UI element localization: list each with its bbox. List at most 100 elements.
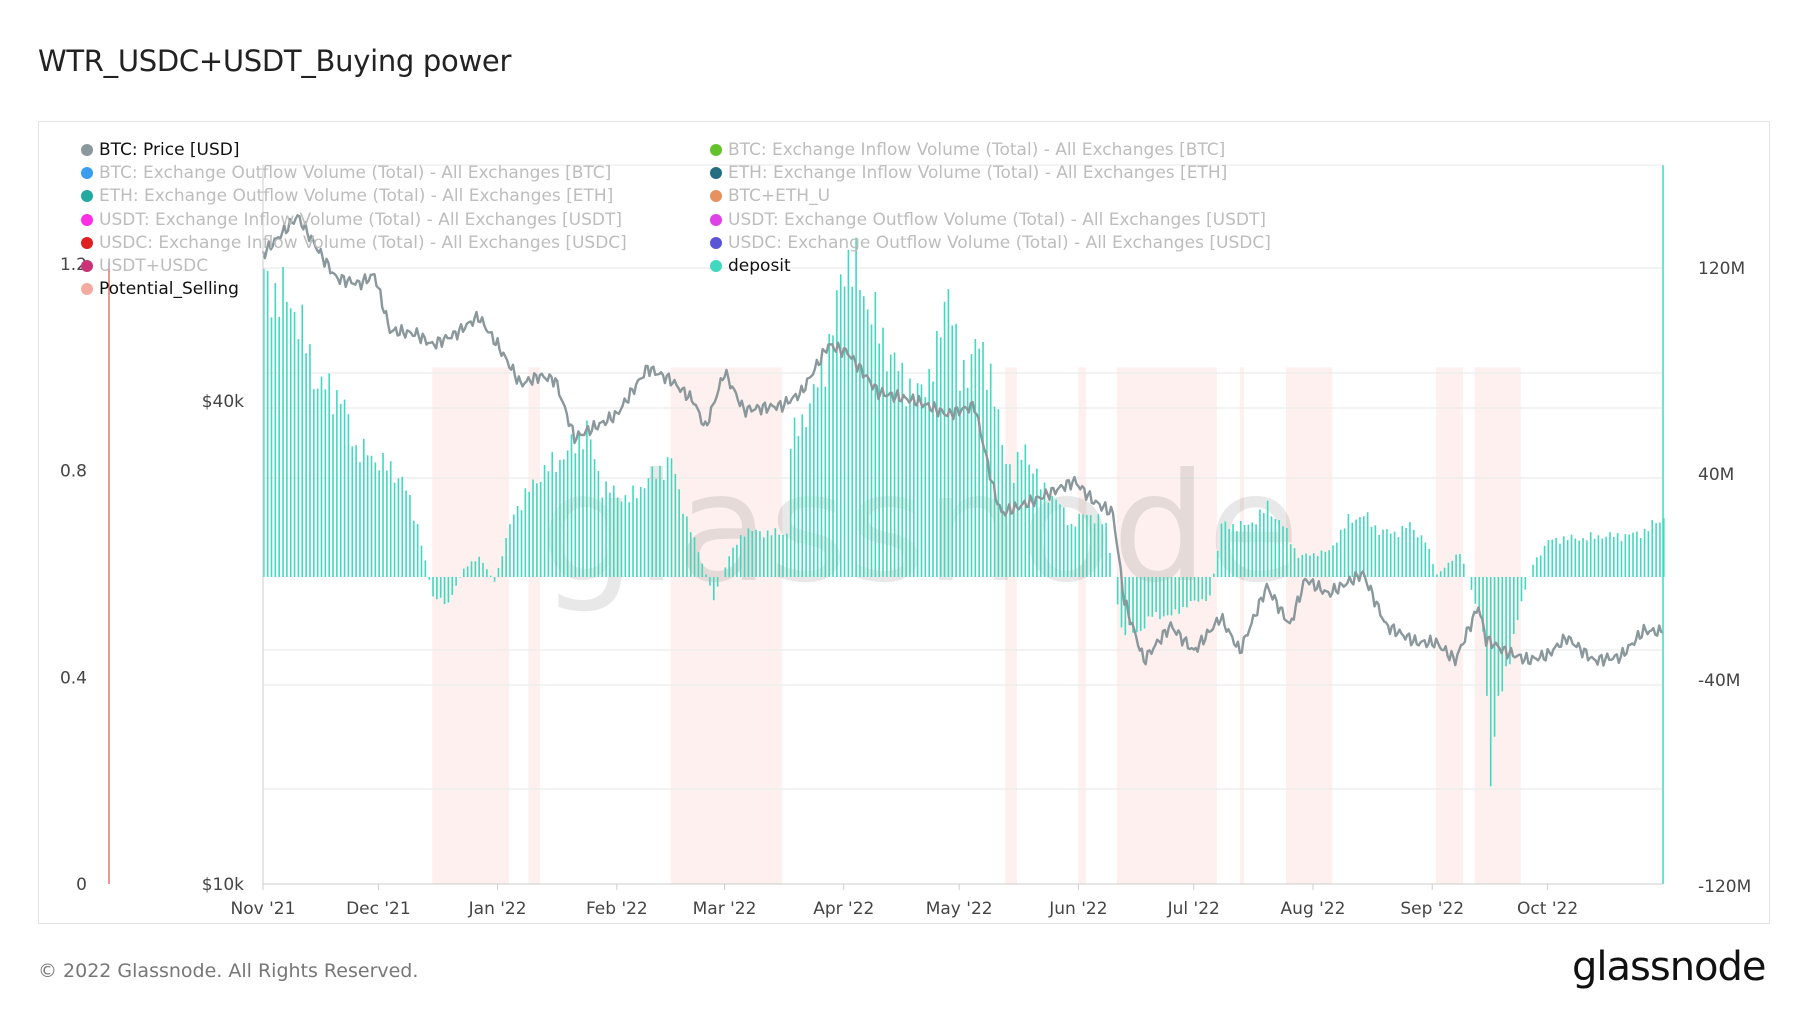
chart-title: WTR_USDC+USDT_Buying power xyxy=(38,44,512,78)
deposit-bar xyxy=(832,335,834,577)
deposit-bar xyxy=(889,354,892,577)
deposit-bar xyxy=(1301,554,1304,577)
deposit-bar xyxy=(793,417,796,577)
deposit-bar xyxy=(1366,512,1369,577)
deposit-bar xyxy=(1289,544,1292,577)
deposit-bar xyxy=(424,560,427,577)
deposit-bar xyxy=(1543,545,1546,577)
deposit-bar xyxy=(839,274,842,577)
deposit-bar xyxy=(1074,526,1077,577)
deposit-bar xyxy=(1124,577,1127,636)
deposit-bar xyxy=(1563,536,1565,577)
legend-label: BTC: Exchange Outflow Volume (Total) - A… xyxy=(99,163,612,184)
deposit-bar xyxy=(416,524,419,577)
deposit-bar xyxy=(313,389,315,577)
deposit-bar xyxy=(566,450,569,577)
deposit-bar xyxy=(389,461,392,577)
deposit-bar xyxy=(1270,516,1273,577)
deposit-bar xyxy=(1624,534,1627,577)
legend-item[interactable]: BTC+ETH_U xyxy=(710,186,830,206)
deposit-bar xyxy=(363,438,365,577)
deposit-bar xyxy=(1170,577,1173,616)
legend-item[interactable]: ETH: Exchange Inflow Volume (Total) - Al… xyxy=(710,163,1227,183)
legend-label: deposit xyxy=(728,256,791,276)
legend-item[interactable]: BTC: Exchange Outflow Volume (Total) - A… xyxy=(81,163,611,183)
deposit-bar xyxy=(1224,521,1227,577)
potential-selling-band xyxy=(1286,367,1333,884)
deposit-bar xyxy=(1136,577,1138,633)
deposit-bar xyxy=(963,359,965,577)
deposit-bar xyxy=(1109,552,1111,577)
deposit-bar xyxy=(1386,529,1388,577)
deposit-bar xyxy=(293,311,296,577)
deposit-bar xyxy=(1097,513,1100,577)
left-tick-label: 0 xyxy=(76,875,87,895)
deposit-bar xyxy=(1620,540,1623,577)
deposit-bar xyxy=(713,577,715,601)
deposit-bar xyxy=(966,387,969,577)
deposit-bar xyxy=(743,536,746,577)
x-tick-label: May '22 xyxy=(926,899,993,919)
deposit-bar xyxy=(355,445,357,577)
legend-item[interactable]: Potential_Selling xyxy=(81,279,239,299)
potential-selling-band xyxy=(1078,367,1087,884)
legend-item[interactable]: ETH: Exchange Outflow Volume (Total) - A… xyxy=(81,186,613,206)
deposit-bar xyxy=(1205,577,1207,602)
x-tick-label: Apr '22 xyxy=(813,899,874,919)
axes: Nov '21 Dec '21 Jan '22 Feb '22 Mar '22 Apr '… xyxy=(60,164,1751,919)
deposit-bar xyxy=(601,497,604,577)
deposit-bar xyxy=(855,237,857,577)
deposit-bar xyxy=(589,439,592,577)
deposit-bar xyxy=(1647,531,1650,577)
legend-item[interactable]: BTC: Price [USD] xyxy=(81,140,240,160)
deposit-bar xyxy=(1493,577,1496,737)
legend-dot-icon xyxy=(710,213,722,226)
deposit-bar xyxy=(270,317,273,577)
legend-item[interactable]: USDT: Exchange Inflow Volume (Total) - A… xyxy=(81,210,622,230)
left-tick-label: 0.8 xyxy=(60,462,87,482)
deposit-bar xyxy=(628,502,630,577)
deposit-bar xyxy=(1255,524,1257,577)
deposit-bar xyxy=(1139,577,1142,631)
x-tick-label: Jan '22 xyxy=(468,899,527,919)
deposit-bar xyxy=(624,495,627,577)
legend-dot-icon xyxy=(81,144,93,156)
deposit-bar xyxy=(1655,523,1657,577)
deposit-bar xyxy=(582,449,584,577)
deposit-bar xyxy=(1159,577,1161,620)
deposit-bar xyxy=(1043,482,1046,577)
deposit-bar xyxy=(701,563,704,577)
deposit-bar xyxy=(878,343,880,577)
deposit-bar xyxy=(820,359,823,577)
deposit-bar xyxy=(1555,537,1557,577)
deposit-bar xyxy=(651,466,654,577)
legend-item[interactable]: USDT+USDC xyxy=(81,256,208,276)
deposit-bar xyxy=(1220,523,1223,577)
potential-selling-band xyxy=(432,367,510,884)
deposit-bar xyxy=(689,532,692,577)
deposit-bar xyxy=(1132,577,1134,633)
deposit-bar xyxy=(1405,528,1407,577)
deposit-bar xyxy=(755,529,757,577)
deposit-bar xyxy=(447,577,450,603)
deposit-bar xyxy=(643,488,646,577)
legend-item[interactable]: BTC: Exchange Inflow Volume (Total) - Al… xyxy=(710,140,1225,160)
deposit-bar xyxy=(1616,532,1619,577)
deposit-bar xyxy=(351,446,354,577)
legend-item[interactable]: USDC: Exchange Outflow Volume (Total) - … xyxy=(710,233,1271,253)
deposit-bar xyxy=(851,286,854,577)
legend-item[interactable]: USDC: Exchange Inflow Volume (Total) - A… xyxy=(81,233,627,253)
deposit-bar xyxy=(1586,540,1588,577)
deposit-bar xyxy=(1470,577,1473,590)
legend-item[interactable]: deposit xyxy=(710,256,791,276)
deposit-bar xyxy=(1559,543,1561,577)
right-tick-label: 120M xyxy=(1698,259,1745,279)
deposit-bar xyxy=(555,471,557,577)
deposit-bar xyxy=(1332,545,1334,577)
deposit-bar xyxy=(1589,532,1592,577)
legend-label: USDC: Exchange Outflow Volume (Total) - … xyxy=(728,232,1271,253)
deposit-bar xyxy=(286,301,288,577)
deposit-bar xyxy=(1420,535,1423,577)
deposit-bar xyxy=(666,457,669,577)
legend-item[interactable]: USDT: Exchange Outflow Volume (Total) - … xyxy=(710,210,1266,230)
